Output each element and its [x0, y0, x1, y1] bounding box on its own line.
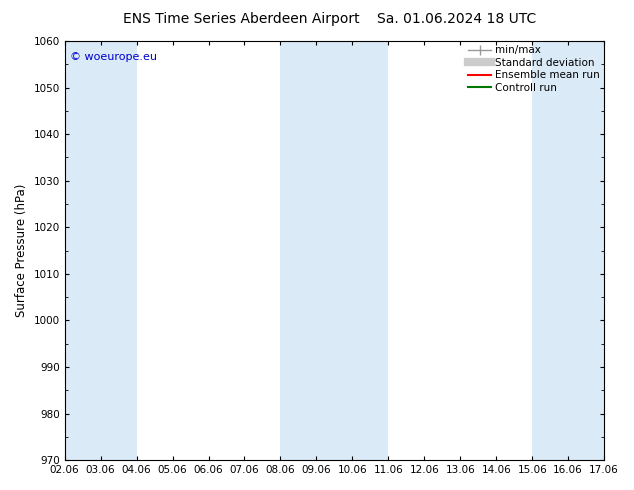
Text: © woeurope.eu: © woeurope.eu	[70, 51, 157, 62]
Bar	[532, 41, 568, 460]
Bar	[316, 41, 353, 460]
Bar	[353, 41, 389, 460]
Text: Sa. 01.06.2024 18 UTC: Sa. 01.06.2024 18 UTC	[377, 12, 536, 26]
Bar	[568, 41, 604, 460]
Bar	[280, 41, 316, 460]
Legend: min/max, Standard deviation, Ensemble mean run, Controll run: min/max, Standard deviation, Ensemble me…	[466, 43, 602, 95]
Text: ENS Time Series Aberdeen Airport: ENS Time Series Aberdeen Airport	[122, 12, 359, 26]
Bar	[101, 41, 136, 460]
Y-axis label: Surface Pressure (hPa): Surface Pressure (hPa)	[15, 184, 28, 318]
Bar	[65, 41, 101, 460]
